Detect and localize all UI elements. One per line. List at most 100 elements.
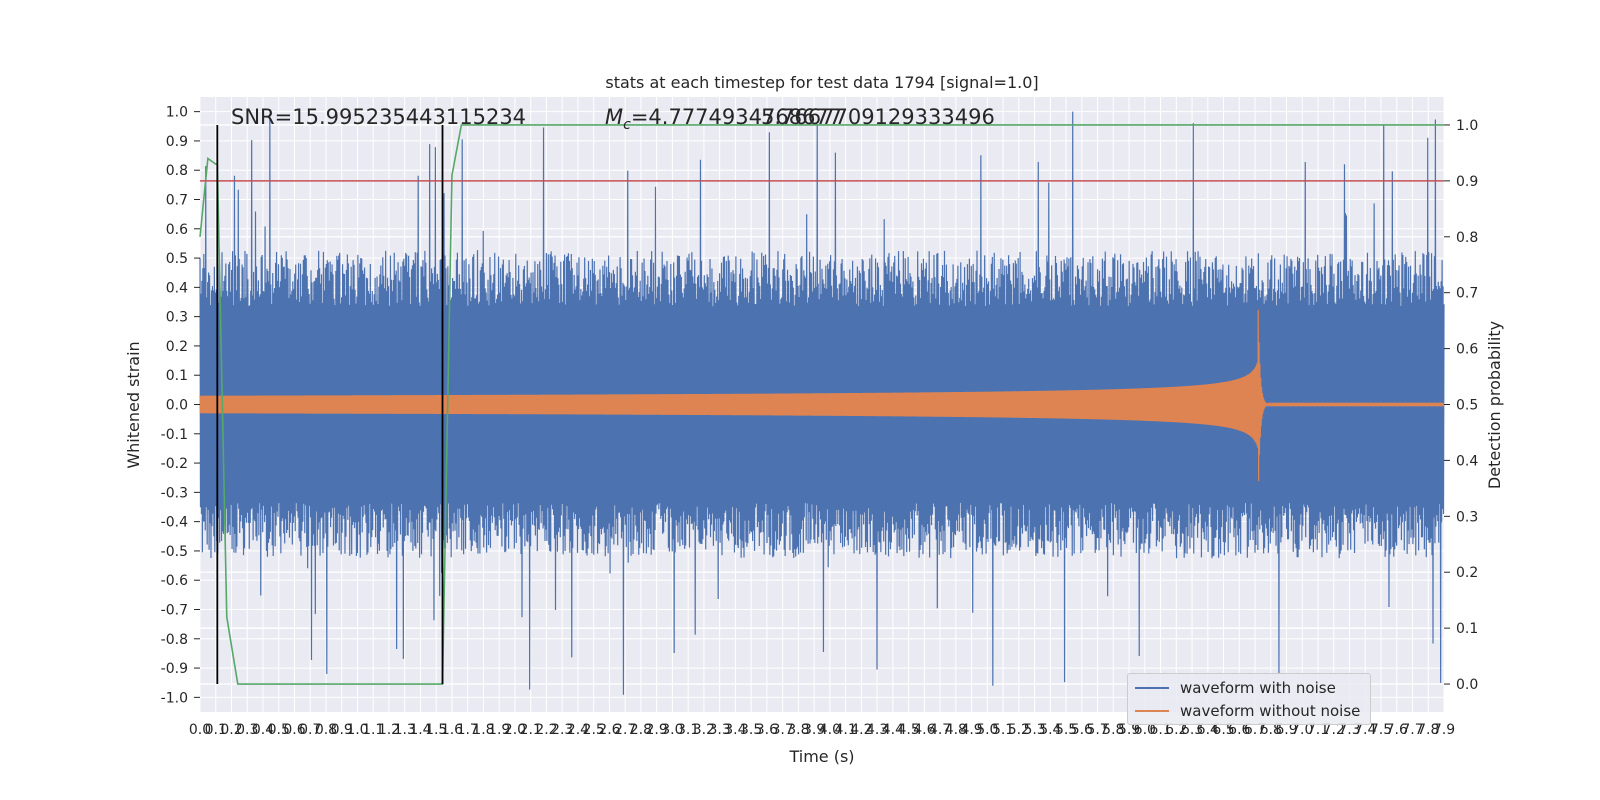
series-waveform-without-noise (199, 309, 1445, 482)
y-right-tick-labels: 0.0 0.1 0.2 0.3 0.4 0.5 0.6 0.7 0.8 0.9 1.0 (1444, 118, 1478, 693)
y-axis-label: Whitened strain (124, 341, 143, 468)
x-tick-label: 7.4 (1354, 722, 1376, 738)
x-tick-label: 0.4 (252, 722, 274, 738)
x-tick-label: 5.7 (1086, 722, 1108, 738)
x-tick-labels: 0.00.10.20.30.40.50.60.70.80.91.01.11.21… (189, 722, 1455, 738)
y-right-tick-label: 0.5 (1456, 398, 1478, 414)
x-tick-label: 3.2 (693, 722, 715, 738)
y-tick-label: -0.9 (161, 661, 188, 677)
y-tick-label: -0.8 (161, 632, 188, 648)
x-tick-label: 5.0 (976, 722, 998, 738)
mc-value: =4.7774934768677 (631, 105, 842, 129)
y-tick-label: -0.5 (161, 544, 188, 560)
x-tick-label: 5.1 (992, 722, 1014, 738)
x-tick-label: 3.8 (787, 722, 809, 738)
x-tick-label: 4.1 (834, 722, 856, 738)
y-right-tick-label: 0.4 (1456, 453, 1478, 469)
y-tick-label: 1.0 (166, 105, 188, 121)
mc-overlap-annotation: 5.7667709129333496 (761, 105, 995, 129)
x-tick-label: 6.3 (1181, 722, 1203, 738)
y-right-tick-label: 0.8 (1456, 230, 1478, 246)
x-tick-label: 1.6 (441, 722, 463, 738)
x-axis-label: Time (s) (788, 747, 854, 766)
y-tick-label: -0.7 (161, 603, 188, 619)
x-tick-label: 2.1 (520, 722, 542, 738)
x-tick-label: 7.0 (1291, 722, 1313, 738)
x-tick-label: 6.1 (1149, 722, 1171, 738)
y-tick-label: 0.6 (166, 222, 188, 238)
y-tick-label: -0.1 (161, 427, 188, 443)
x-tick-label: 2.4 (567, 722, 589, 738)
x-tick-label: 6.7 (1244, 722, 1266, 738)
y-right-tick-label: 0.7 (1456, 286, 1478, 302)
y-tick-label: -0.2 (161, 456, 188, 472)
x-tick-label: 3.3 (709, 722, 731, 738)
y-tick-label: 0.9 (166, 134, 188, 150)
overlays (200, 124, 1444, 685)
x-tick-label: 6.8 (1260, 722, 1282, 738)
y-tick-label: -0.3 (161, 485, 188, 501)
y-tick-label: -1.0 (161, 690, 188, 706)
clean-line (199, 309, 1445, 482)
x-tick-label: 1.7 (457, 722, 479, 738)
snr-annotation: SNR=15.995235443115234 (231, 105, 526, 129)
x-tick-label: 4.7 (929, 722, 951, 738)
x-tick-label: 3.6 (756, 722, 778, 738)
x-tick-label: 2.3 (551, 722, 573, 738)
x-tick-label: 5.9 (1118, 722, 1140, 738)
x-tick-label: 0.8 (315, 722, 337, 738)
x-tick-label: 2.7 (614, 722, 636, 738)
y-tick-label: 0.5 (166, 251, 188, 267)
y-tick-label: 0.7 (166, 193, 188, 209)
y-tick-label: 0.2 (166, 339, 188, 355)
x-tick-label: 5.6 (1071, 722, 1093, 738)
x-tick-label: 0.5 (268, 722, 290, 738)
x-tick-label: 1.3 (394, 722, 416, 738)
x-tick-label: 5.5 (1055, 722, 1077, 738)
x-tick-label: 5.2 (1008, 722, 1030, 738)
legend-item-clean: waveform without noise (1128, 700, 1360, 722)
x-tick-label: 1.2 (378, 722, 400, 738)
y-right-tick-label: 1.0 (1456, 118, 1478, 134)
x-tick-label: 2.5 (583, 722, 605, 738)
x-tick-label: 3.1 (677, 722, 699, 738)
legend: waveform with noise waveform without noi… (1127, 673, 1371, 725)
probability-line (199, 124, 1444, 685)
x-tick-label: 5.3 (1023, 722, 1045, 738)
y-tick-label: -0.6 (161, 573, 188, 589)
y-right-axis-label: Detection probability (1485, 321, 1504, 489)
y-right-tick-label: 0.9 (1456, 174, 1478, 190)
series-detection-probability (199, 124, 1444, 685)
chart-title: stats at each timestep for test data 179… (605, 73, 1038, 92)
x-tick-label: 6.9 (1275, 722, 1297, 738)
x-tick-label: 6.2 (1165, 722, 1187, 738)
x-tick-label: 0.1 (205, 722, 227, 738)
x-tick-label: 2.8 (630, 722, 652, 738)
x-tick-label: 6.0 (1134, 722, 1156, 738)
x-tick-label: 4.2 (850, 722, 872, 738)
y-tick-label: -0.4 (161, 515, 188, 531)
x-tick-label: 4.8 (945, 722, 967, 738)
x-tick-label: 7.5 (1370, 722, 1392, 738)
y-tick-label: 0.0 (166, 398, 188, 414)
x-tick-label: 2.2 (535, 722, 557, 738)
y-tick-labels: -1.0 -0.9 -0.8 -0.7 -0.6 -0.5 -0.4 -0.3 -0.2 -0.1… (161, 105, 200, 706)
x-tick-label: 4.4 (882, 722, 904, 738)
x-tick-label: 3.5 (740, 722, 762, 738)
x-tick-label: 7.2 (1323, 722, 1345, 738)
x-tick-label: 1.8 (472, 722, 494, 738)
x-tick-label: 7.8 (1417, 722, 1439, 738)
x-tick-label: 7.3 (1338, 722, 1360, 738)
x-tick-label: 4.6 (913, 722, 935, 738)
x-tick-label: 4.9 (960, 722, 982, 738)
x-tick-label: 1.9 (488, 722, 510, 738)
x-tick-label: 2.9 (646, 722, 668, 738)
x-tick-label: 6.4 (1197, 722, 1219, 738)
x-tick-label: 0.9 (331, 722, 353, 738)
y-tick-label: 0.4 (166, 280, 188, 296)
mc-annotation: Mc=4.7774934768677 (605, 105, 842, 133)
y-right-tick-label: 0.6 (1456, 342, 1478, 358)
x-tick-label: 5.4 (1039, 722, 1061, 738)
legend-swatch-clean (1135, 710, 1169, 712)
y-right-tick-label: 0.2 (1456, 565, 1478, 581)
